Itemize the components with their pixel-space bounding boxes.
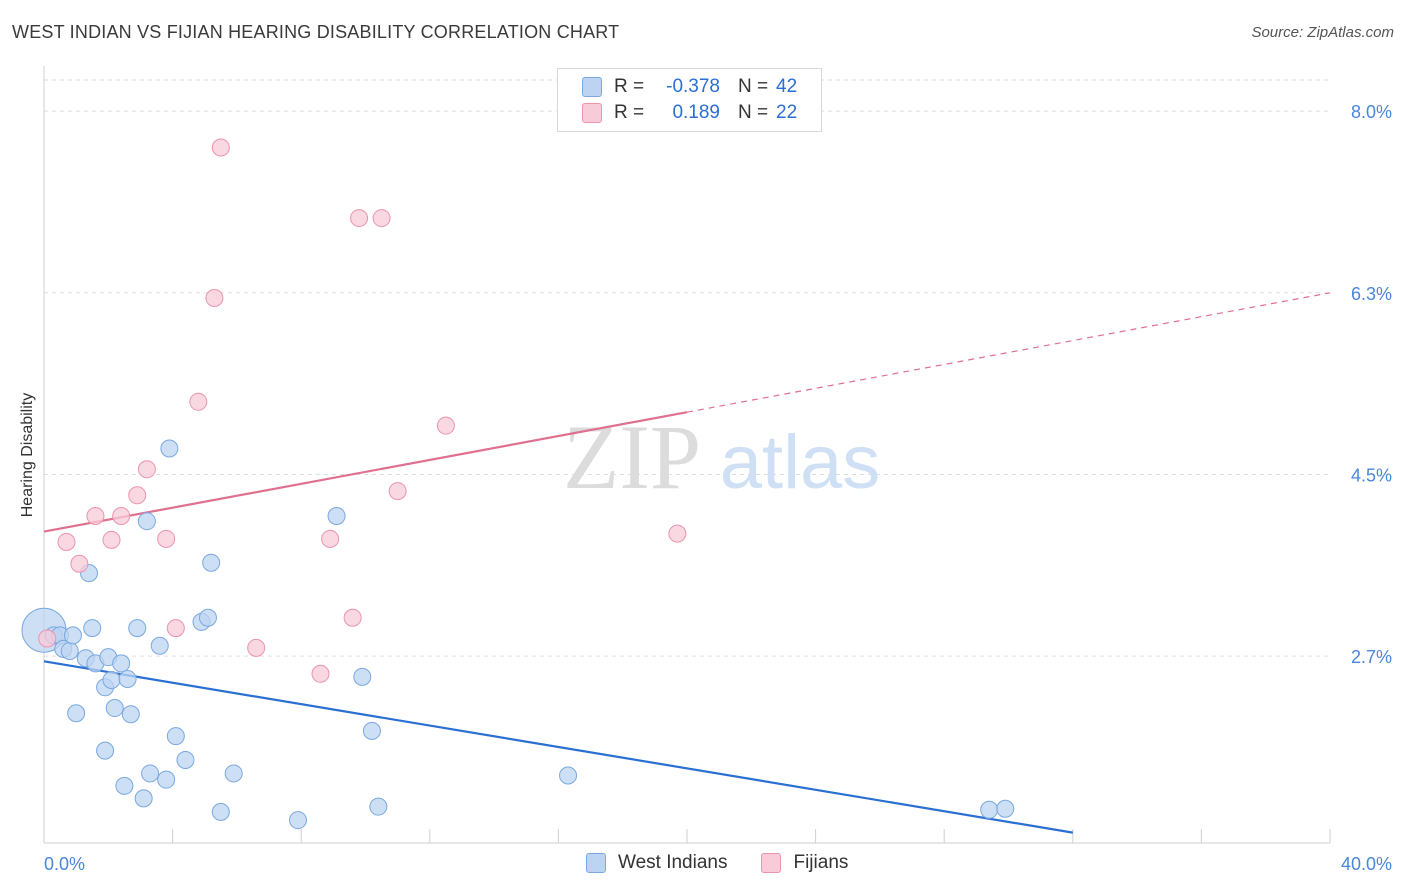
legend-row-fijians: R = 0.189 N = 22 [582, 101, 806, 125]
data-point-west-indians [996, 799, 1015, 818]
legend-swatch-pink [761, 853, 782, 873]
data-point-fijians [86, 507, 105, 525]
data-point-west-indians [362, 721, 381, 740]
r-label: R = [614, 76, 645, 97]
data-point-west-indians [141, 764, 160, 783]
data-point-west-indians [83, 619, 102, 638]
data-point-west-indians [160, 439, 179, 458]
data-point-west-indians [150, 636, 169, 655]
data-point-west-indians [176, 750, 195, 769]
n-label: N = [738, 102, 769, 123]
data-point-fijians [112, 507, 131, 525]
data-point-fijians [247, 638, 266, 657]
data-point-west-indians [211, 802, 230, 821]
data-point-fijians [211, 138, 230, 157]
data-point-west-indians [224, 764, 243, 783]
data-point-west-indians [134, 789, 153, 808]
data-point-west-indians [327, 507, 346, 525]
r-value: 0.189 [672, 102, 720, 123]
legend-label: West Indians [618, 852, 728, 873]
gridlines [44, 79, 1330, 657]
data-point-west-indians [353, 667, 372, 686]
data-point-fijians [311, 664, 330, 683]
data-point-fijians [205, 289, 224, 307]
trendline-fijians-extension [686, 292, 1331, 413]
x-tick-label: 0.0% [44, 854, 85, 874]
data-point-west-indians [67, 704, 86, 723]
data-point-fijians [372, 209, 391, 228]
data-point-west-indians [559, 766, 578, 785]
data-point-fijians [668, 524, 687, 543]
data-point-fijians [388, 482, 407, 501]
y-tick-label: 8.0% [1351, 102, 1392, 122]
legend-swatch-blue [582, 77, 602, 97]
watermark: ZIP atlas [563, 406, 880, 508]
data-point-fijians [166, 619, 185, 638]
data-point-west-indians [112, 654, 131, 673]
legend-row-west-indians: R = -0.378 N = 42 [582, 75, 806, 99]
data-point-fijians [70, 554, 89, 573]
data-point-fijians [321, 529, 340, 548]
data-point-west-indians [128, 619, 147, 638]
tick-labels: 8.0% 6.3% 4.5% 2.7% 0.0% 40.0% [44, 102, 1392, 874]
chart-title: WEST INDIAN VS FIJIAN HEARING DISABILITY… [12, 22, 620, 42]
data-point-west-indians [288, 811, 307, 830]
trendline-west-indians [43, 660, 1073, 834]
legend-swatch-pink [582, 103, 602, 123]
data-point-west-indians [166, 727, 185, 746]
data-point-west-indians [157, 770, 176, 789]
y-tick-label: 4.5% [1351, 465, 1392, 485]
trendlines [43, 292, 1331, 834]
data-point-west-indians [369, 797, 388, 816]
data-point-fijians [38, 629, 57, 648]
watermark-atlas: atlas [720, 420, 881, 505]
data-point-west-indians [198, 608, 217, 627]
data-point-west-indians [118, 669, 137, 688]
n-value: 42 [776, 76, 798, 97]
trendline-fijians [43, 411, 688, 533]
data-point-west-indians [63, 626, 82, 645]
data-point-fijians [57, 532, 76, 551]
source-label: Source: ZipAtlas.com [1251, 24, 1394, 41]
data-point-west-indians [60, 641, 79, 660]
legend-swatch-blue [586, 853, 606, 873]
legend-label: Fijians [793, 852, 849, 873]
r-value: -0.378 [666, 76, 720, 97]
data-point-fijians [436, 416, 455, 435]
data-point-west-indians [96, 741, 115, 760]
y-tick-label: 6.3% [1351, 284, 1392, 304]
data-point-fijians [102, 530, 121, 549]
data-point-fijians [350, 209, 369, 228]
data-point-west-indians [102, 671, 121, 690]
data-point-fijians [343, 608, 362, 627]
r-label: R = [614, 102, 645, 123]
series-legend: West Indians Fijians [586, 852, 882, 874]
n-value: 22 [776, 102, 798, 123]
data-point-west-indians [115, 776, 134, 795]
data-point-west-indians [137, 512, 156, 531]
n-label: N = [738, 76, 769, 97]
data-point-west-indians [121, 705, 140, 724]
legend-item-west-indians[interactable]: West Indians [586, 852, 727, 874]
data-point-fijians [189, 392, 208, 411]
data-point-fijians [157, 529, 176, 548]
y-tick-label: 2.7% [1351, 647, 1392, 667]
stats-legend: R = -0.378 N = 42 R = 0.189 N = 22 [557, 68, 822, 132]
axes [43, 66, 1331, 844]
data-points [21, 138, 1015, 830]
legend-item-fijians[interactable]: Fijians [761, 852, 848, 874]
x-tick-label: 40.0% [1341, 854, 1392, 874]
data-point-fijians [128, 486, 147, 505]
data-point-west-indians [105, 699, 124, 718]
data-point-fijians [137, 460, 156, 479]
data-point-west-indians [202, 553, 221, 572]
data-point-west-indians [980, 800, 999, 819]
